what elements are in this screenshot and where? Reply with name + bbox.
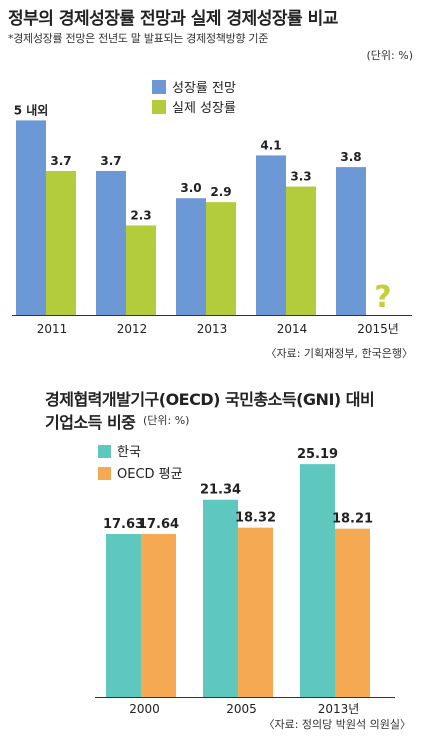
chart2-bar-한국-2013년 <box>300 464 335 697</box>
chart1-data-label: 2.9 <box>210 185 231 199</box>
chart2-bar-OECD-평균-2013년 <box>335 528 370 697</box>
chart2-legend-swatch <box>98 445 111 458</box>
chart1-title: 정부의 경제성장률 전망과 실제 경제성장률 비교 <box>8 9 338 29</box>
chart1-x-tick-label: 2015년 <box>357 322 399 336</box>
chart2-x-tick-label: 2013년 <box>318 702 360 716</box>
chart2-data-label: 21.34 <box>200 483 241 498</box>
chart1-data-label: 5 내외 <box>14 102 49 117</box>
chart2-data-label: 17.63 <box>103 517 144 532</box>
chart2-legend-swatch <box>98 467 111 480</box>
chart2-bar-OECD-평균-2005 <box>238 527 273 697</box>
chart2-bar-OECD-평균-2000 <box>141 533 176 697</box>
chart1-data-label: 2.3 <box>130 208 151 222</box>
chart2-unit: (단위: %) <box>143 414 190 427</box>
chart1-data-label: 3.7 <box>50 154 71 168</box>
chart2-title-line2: 기업소득 비중 <box>45 413 136 432</box>
chart1-x-tick-label: 2014 <box>277 322 308 336</box>
chart1-bar-성장률-전망-2012 <box>96 170 126 315</box>
chart1-data-label: 3.7 <box>100 154 121 168</box>
chart2-bar-한국-2005 <box>203 499 238 697</box>
chart1-x-tick-label: 2013 <box>197 322 228 336</box>
chart1-bar-성장률-전망-2013 <box>176 198 206 315</box>
chart1-source: 〈자료: 기획재정부, 한국은행〉 <box>265 347 413 360</box>
chart2-bar-한국-2000 <box>106 534 141 697</box>
chart1-legend-swatch <box>152 80 166 94</box>
chart2-data-label: 17.64 <box>138 517 179 532</box>
chart2-x-tick-label: 2005 <box>226 702 257 716</box>
chart1-legend-swatch <box>152 100 166 114</box>
chart2-data-label: 18.21 <box>332 512 373 527</box>
chart2-title-line1: 경제협력개발기구(OECD) 국민총소득(GNI) 대비 <box>45 390 375 409</box>
chart1-bar-성장률-전망-2014 <box>256 155 286 315</box>
chart1-bar-실제-성장률-2011 <box>46 170 76 315</box>
chart2-x-tick-label: 2000 <box>129 702 160 716</box>
chart1-bar-실제-성장률-2012 <box>126 225 156 315</box>
chart1-data-label: 3.8 <box>340 150 361 164</box>
chart1-unknown-value-label: ? <box>374 280 391 315</box>
chart1-data-label: 3.3 <box>290 170 311 184</box>
chart1-legend-label: 성장률 전망 <box>172 81 236 96</box>
chart1-bar-성장률-전망-2011 <box>16 120 46 315</box>
chart1-data-label: 4.1 <box>260 138 281 152</box>
chart1-unit: (단위: %) <box>366 49 413 62</box>
chart1-bar-실제-성장률-2014 <box>286 186 316 315</box>
chart1-bar-성장률-전망-2015년 <box>336 167 366 315</box>
chart2-source: 〈자료: 정의당 박원석 의원실〉 <box>263 718 411 731</box>
chart1-legend-label: 실제 성장률 <box>172 101 236 116</box>
chart2-data-label: 18.32 <box>235 511 276 526</box>
chart1-bar-실제-성장률-2013 <box>206 202 236 315</box>
chart1-x-tick-label: 2012 <box>117 322 148 336</box>
chart2-data-label: 25.19 <box>297 447 338 462</box>
chart2-legend-label: OECD 평균 <box>117 467 183 482</box>
chart2-legend-label: 한국 <box>117 445 141 460</box>
chart1-x-tick-label: 2011 <box>37 322 68 336</box>
chart1-data-label: 3.0 <box>180 181 201 195</box>
chart1-note: *경제성장률 전망은 전년도 말 발표되는 경제정책방향 기준 <box>8 32 269 45</box>
